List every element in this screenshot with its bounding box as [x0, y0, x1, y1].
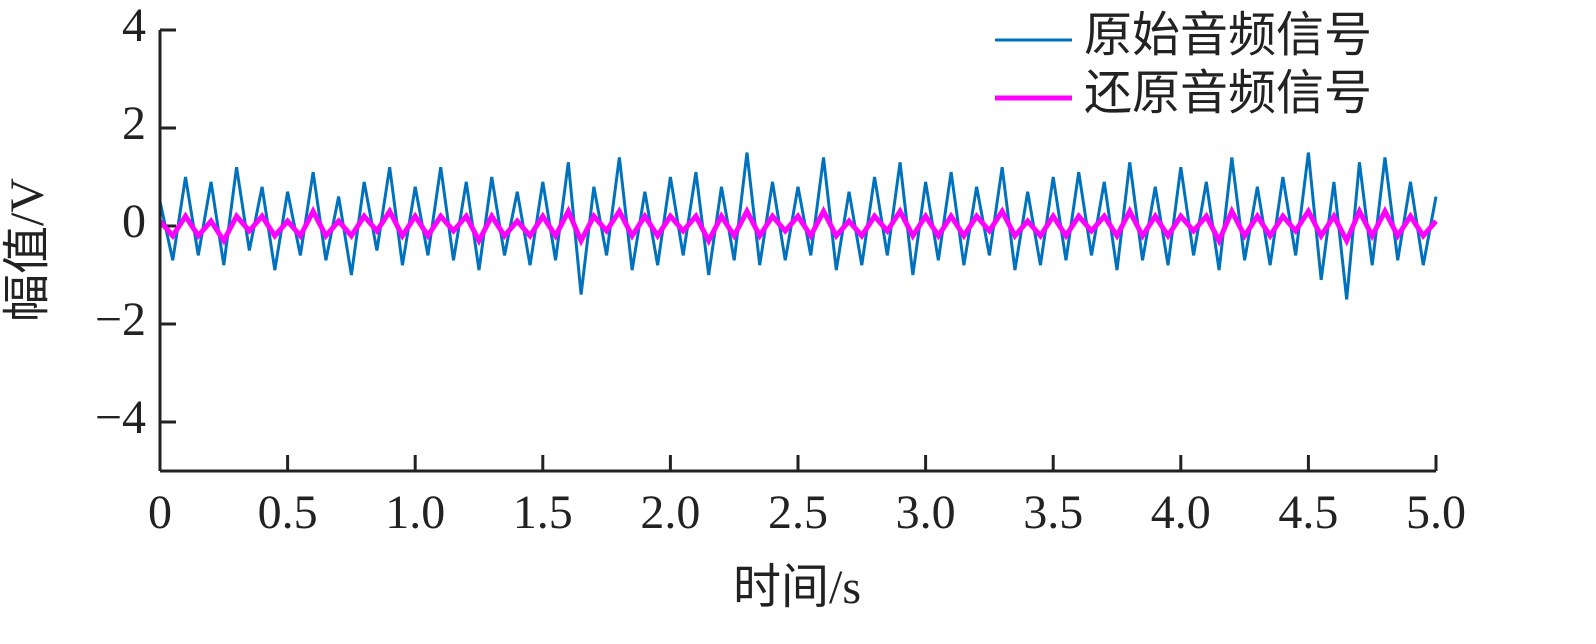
y-tick-label: −4 [95, 391, 146, 444]
x-tick-label: 1.5 [513, 486, 573, 539]
y-tick-label: 0 [122, 195, 146, 248]
y-axis-label: 幅值/V [1, 178, 54, 322]
x-tick-label: 4.0 [1151, 486, 1211, 539]
series-line [158, 152, 1438, 300]
x-tick-label: 2.5 [768, 486, 828, 539]
y-tick-label: −2 [95, 293, 146, 346]
x-tick-label: 3.5 [1023, 486, 1083, 539]
x-tick-label: 3.0 [896, 486, 956, 539]
x-axis-label: 时间/s [733, 561, 861, 614]
x-tick-label: 5.0 [1406, 486, 1466, 539]
legend-label: 原始音频信号 [1084, 9, 1372, 62]
x-tick-label: 2.0 [640, 486, 700, 539]
x-tick-label: 0.5 [258, 486, 318, 539]
y-tick-label: 2 [122, 97, 146, 150]
legend-label: 还原音频信号 [1084, 67, 1372, 120]
x-tick-label: 4.5 [1278, 486, 1338, 539]
x-tick-label: 0 [148, 486, 172, 539]
series-line [158, 205, 1438, 247]
x-tick-label: 1.0 [385, 486, 445, 539]
y-tick-label: 4 [122, 0, 146, 52]
